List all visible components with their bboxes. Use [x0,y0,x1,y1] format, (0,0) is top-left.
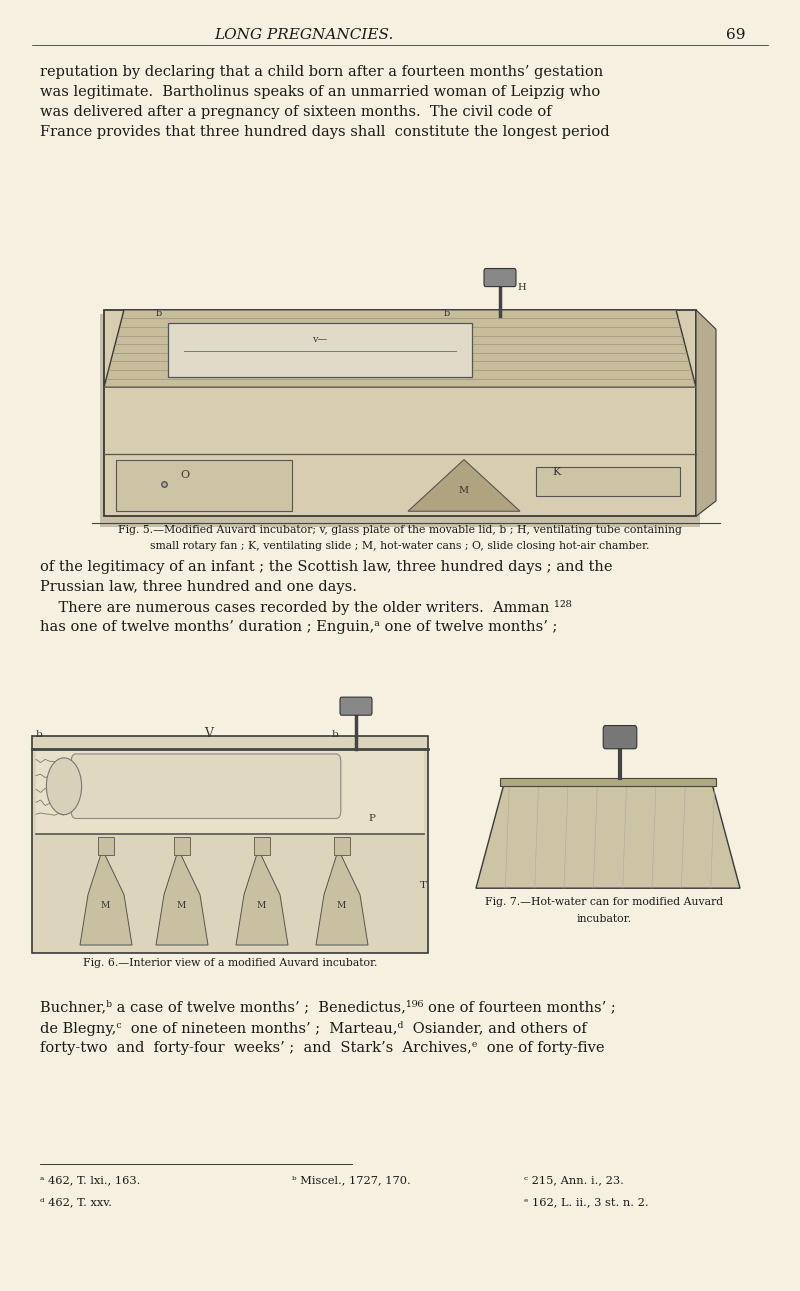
Text: was delivered after a pregnancy of sixteen months.  The civil code of: was delivered after a pregnancy of sixte… [40,105,552,119]
Text: Fig. 5.—Modified Auvard incubator; v, glass plate of the movable lid, b ; H, ven: Fig. 5.—Modified Auvard incubator; v, gl… [118,525,682,536]
Polygon shape [696,310,716,516]
FancyBboxPatch shape [603,726,637,749]
Circle shape [46,758,82,815]
FancyBboxPatch shape [174,837,190,855]
FancyBboxPatch shape [500,778,716,786]
FancyBboxPatch shape [100,314,700,527]
Text: b: b [156,310,162,319]
Polygon shape [408,460,520,511]
FancyBboxPatch shape [116,460,292,511]
Text: forty-two  and  forty-four  weeks’ ;  and  Stark’s  Archives,ᵉ  one of forty-fiv: forty-two and forty-four weeks’ ; and St… [40,1041,605,1055]
Text: of the legitimacy of an infant ; the Scottish law, three hundred days ; and the: of the legitimacy of an infant ; the Sco… [40,560,613,574]
Text: M: M [459,487,469,496]
Text: K: K [552,467,560,478]
Text: was legitimate.  Bartholinus speaks of an unmarried woman of Leipzig who: was legitimate. Bartholinus speaks of an… [40,85,600,98]
Text: H: H [518,284,526,293]
FancyBboxPatch shape [98,837,114,855]
Text: M: M [257,901,266,910]
Text: P: P [368,815,375,824]
Text: reputation by declaring that a child born after a fourteen months’ gestation: reputation by declaring that a child bor… [40,65,603,79]
FancyBboxPatch shape [334,837,350,855]
Text: b: b [444,310,450,319]
Polygon shape [316,849,368,945]
Text: M: M [177,901,186,910]
Text: ᵉ 162, L. ii., 3 st. n. 2.: ᵉ 162, L. ii., 3 st. n. 2. [524,1197,649,1207]
FancyBboxPatch shape [340,697,372,715]
FancyBboxPatch shape [71,754,341,818]
Text: France provides that three hundred days shall  constitute the longest period: France provides that three hundred days … [40,124,610,138]
Text: ᵇ Miscel., 1727, 170.: ᵇ Miscel., 1727, 170. [292,1175,410,1185]
Text: M: M [101,901,110,910]
Text: b: b [332,731,338,740]
Text: small rotary fan ; K, ventilating slide ; M, hot-water cans ; O, slide closing h: small rotary fan ; K, ventilating slide … [150,541,650,551]
Text: M: M [337,901,346,910]
Text: V: V [204,727,213,740]
Polygon shape [104,310,696,387]
Text: ᶜ 215, Ann. i., 23.: ᶜ 215, Ann. i., 23. [524,1175,624,1185]
Text: T: T [420,882,427,891]
Text: O: O [180,470,189,480]
Polygon shape [80,849,132,945]
Text: ᵃ 462, T. lxi., 163.: ᵃ 462, T. lxi., 163. [40,1175,140,1185]
Text: Fig. 6.—Interior view of a modified Auvard incubator.: Fig. 6.—Interior view of a modified Auva… [83,958,377,968]
Text: Prussian law, three hundred and one days.: Prussian law, three hundred and one days… [40,580,357,594]
Text: There are numerous cases recorded by the older writers.  Amman ¹²⁸: There are numerous cases recorded by the… [40,600,572,616]
Text: incubator.: incubator. [577,914,631,924]
Text: b: b [36,731,42,740]
Text: Buchner,ᵇ a case of twelve months’ ;  Benedictus,¹⁹⁶ one of fourteen months’ ;: Buchner,ᵇ a case of twelve months’ ; Ben… [40,1001,616,1015]
Text: 69: 69 [726,28,746,43]
FancyBboxPatch shape [484,269,516,287]
Polygon shape [236,849,288,945]
FancyBboxPatch shape [32,736,428,953]
FancyBboxPatch shape [104,310,696,516]
Polygon shape [156,849,208,945]
Polygon shape [476,784,740,888]
Text: de Blegny,ᶜ  one of nineteen months’ ;  Marteau,ᵈ  Osiander, and others of: de Blegny,ᶜ one of nineteen months’ ; Ma… [40,1020,586,1035]
Text: v—: v— [312,336,328,345]
FancyBboxPatch shape [36,749,424,834]
FancyBboxPatch shape [536,467,680,496]
Text: Fig. 7.—Hot-water can for modified Auvard: Fig. 7.—Hot-water can for modified Auvar… [485,897,723,908]
Text: has one of twelve months’ duration ; Enguin,ᵃ one of twelve months’ ;: has one of twelve months’ duration ; Eng… [40,621,558,634]
Text: ᵈ 462, T. xxv.: ᵈ 462, T. xxv. [40,1197,112,1207]
FancyBboxPatch shape [168,323,472,377]
Text: LONG PREGNANCIES.: LONG PREGNANCIES. [214,28,394,43]
FancyBboxPatch shape [254,837,270,855]
